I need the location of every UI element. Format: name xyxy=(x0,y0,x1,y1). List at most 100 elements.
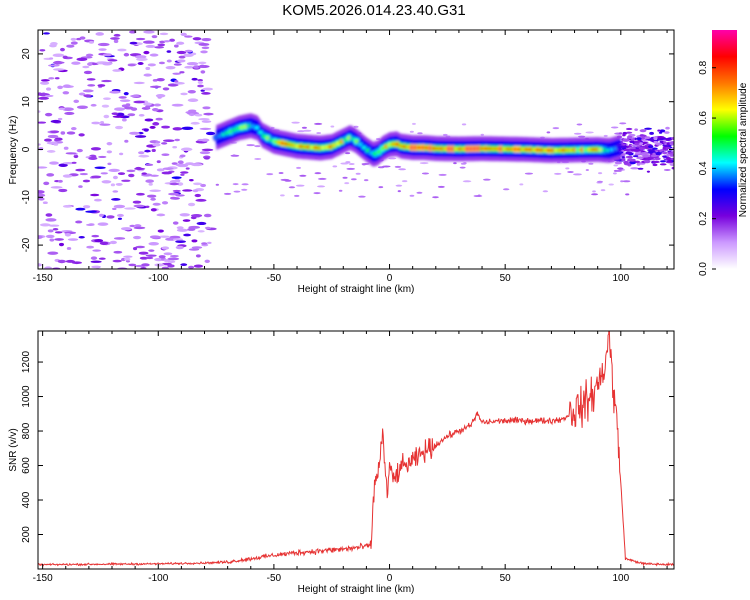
spectrogram-cell xyxy=(203,213,212,218)
spectrogram-cell xyxy=(207,241,212,245)
spectrogram-cell xyxy=(141,172,147,175)
spectrogram-cell xyxy=(656,138,663,141)
spectrogram-cell xyxy=(62,107,74,111)
spectrogram-cell xyxy=(97,42,110,47)
spectrogram-cell xyxy=(75,207,86,211)
spectrogram-cell xyxy=(197,79,203,82)
spectrogram-cell xyxy=(588,162,594,165)
spectrogram-cell xyxy=(133,100,146,104)
spectrogram-cell xyxy=(316,185,326,188)
spectrogram-cell xyxy=(94,239,104,243)
spectrogram-cell xyxy=(174,138,180,142)
snr-frame xyxy=(37,330,675,570)
spectrogram-cell xyxy=(623,160,629,164)
spectrogram-cell xyxy=(135,245,146,249)
spectrogram-cell xyxy=(144,118,154,122)
spectrogram-cell xyxy=(453,162,457,165)
spectrogram-cell xyxy=(254,157,262,160)
spectrogram-cell xyxy=(132,200,142,204)
spectrogram-ridge xyxy=(212,113,623,167)
spectrogram-cell xyxy=(65,259,76,263)
spectrogram-cell xyxy=(54,238,64,241)
spectrogram-cell xyxy=(152,107,159,112)
y-tick-label: 200 xyxy=(21,526,32,543)
spectrogram-cell xyxy=(639,134,645,137)
spectrogram-cell xyxy=(73,154,79,159)
spectrogram-cell xyxy=(355,172,361,175)
spectrogram-cell xyxy=(190,121,200,125)
spectrogram-cell xyxy=(168,83,179,87)
spectrogram-cell xyxy=(64,233,72,237)
spectrogram-cell xyxy=(198,61,207,65)
spectrogram-cell xyxy=(99,241,109,246)
spectrogram-cell xyxy=(353,125,359,128)
spectrogram-cell xyxy=(144,149,151,153)
spectrogram-cell xyxy=(86,78,96,81)
spectrogram-cell xyxy=(172,146,178,149)
spectrogram-cell xyxy=(128,173,135,178)
spectrogram-cell xyxy=(194,113,203,117)
spectrogram-cell xyxy=(201,37,212,42)
x-tick-label: -50 xyxy=(267,273,282,284)
spectrogram-cell xyxy=(195,254,201,258)
spectrogram-cell xyxy=(133,81,145,85)
spectrogram-cell xyxy=(71,161,77,164)
spectrogram-cell xyxy=(421,172,430,175)
spectrogram-cell xyxy=(482,178,491,181)
spectrogram-cell xyxy=(194,193,202,198)
spectrogram-cell xyxy=(73,99,80,104)
spectrogram-cell xyxy=(150,197,156,201)
spectrogram-cell xyxy=(179,154,186,158)
spectrogram-cell xyxy=(48,77,55,80)
spectrogram-cell xyxy=(191,239,198,243)
spectrogram-cell xyxy=(554,172,562,175)
spectrogram-cell xyxy=(438,173,447,176)
x-tick-label: -50 xyxy=(267,573,282,584)
spectrogram-cell xyxy=(38,166,48,169)
spectrogram-cell xyxy=(585,168,589,171)
spectrogram-cell xyxy=(169,254,179,258)
spectrogram-cell xyxy=(99,213,104,217)
spectrogram-cell xyxy=(151,35,158,39)
spectrogram-cell xyxy=(201,92,211,95)
spectrogram-cell xyxy=(133,204,145,208)
spectrogram-cell xyxy=(654,157,661,161)
spectrogram-cell xyxy=(652,152,656,156)
spectrogram-cell xyxy=(46,173,55,177)
spectrogram-cell xyxy=(180,171,189,174)
spectrogram-cell xyxy=(651,147,658,150)
spectrogram-cell xyxy=(154,46,165,49)
spectrogram-cell xyxy=(363,179,369,182)
spectrogram-cell xyxy=(188,113,195,117)
spectrogram-cell xyxy=(204,157,210,160)
spectrogram-cell xyxy=(174,178,181,183)
spectrogram-cell xyxy=(38,235,43,239)
spectrogram-cell xyxy=(201,120,212,123)
spectrogram-cell xyxy=(88,40,95,44)
spectrogram-cell xyxy=(671,136,674,141)
spectrogram-cell xyxy=(348,162,355,165)
spectrogram-cell xyxy=(143,50,150,55)
spectrogram-cell xyxy=(38,190,45,194)
spectrogram-cell xyxy=(156,168,165,172)
spectrogram-cell xyxy=(136,57,148,62)
spectrogram-cell xyxy=(578,135,586,138)
spectrogram-cell xyxy=(83,205,91,209)
x-tick-label: -100 xyxy=(148,273,168,284)
snr-panel: -150 -100 -50 0 50 100 200 400 600 800 1000 1200 He… xyxy=(8,330,675,595)
spectrogram-cell xyxy=(295,184,305,187)
spectrogram-cell xyxy=(113,107,126,111)
spectrogram-cell xyxy=(663,141,667,144)
spectrogram-cell xyxy=(172,238,184,241)
spectrogram-cell xyxy=(660,160,666,163)
spectrogram-cell xyxy=(552,127,560,130)
spectrogram-cell xyxy=(125,260,131,263)
spectrogram-cell xyxy=(106,150,113,154)
spectrogram-cell xyxy=(161,201,169,205)
spectrogram-cell xyxy=(79,36,86,40)
spectrogram-cell xyxy=(145,179,155,183)
spectrogram-cell xyxy=(202,87,214,91)
spectrogram-cell xyxy=(215,183,219,186)
spectrogram-cell xyxy=(576,123,583,126)
spectrogram-cell xyxy=(157,229,164,233)
